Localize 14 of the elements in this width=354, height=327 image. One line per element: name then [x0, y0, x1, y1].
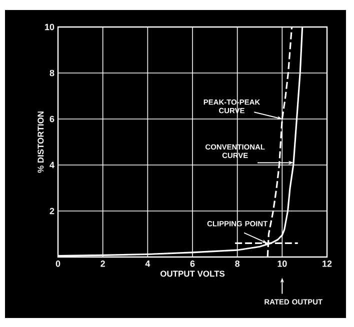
- y-tick-label: 6: [50, 116, 54, 122]
- x-tick-label: 8: [235, 260, 240, 267]
- y-tick-label: 2: [50, 208, 54, 214]
- y-tick-label: 4: [50, 162, 54, 168]
- x-tick-label: 10: [278, 260, 287, 267]
- x-tick-label: 6: [190, 260, 195, 267]
- x-tick-label: 2: [100, 260, 105, 267]
- x-axis-title: OUTPUT VOLTS: [160, 270, 225, 277]
- y-tick-label: 10: [45, 24, 54, 30]
- x-tick-label: 4: [145, 260, 150, 267]
- x-tick-label: 0: [56, 260, 60, 267]
- x-tick-label: 12: [322, 260, 332, 267]
- y-axis-title: % DISTORTION: [38, 112, 44, 173]
- y-tick-label: 8: [50, 70, 54, 76]
